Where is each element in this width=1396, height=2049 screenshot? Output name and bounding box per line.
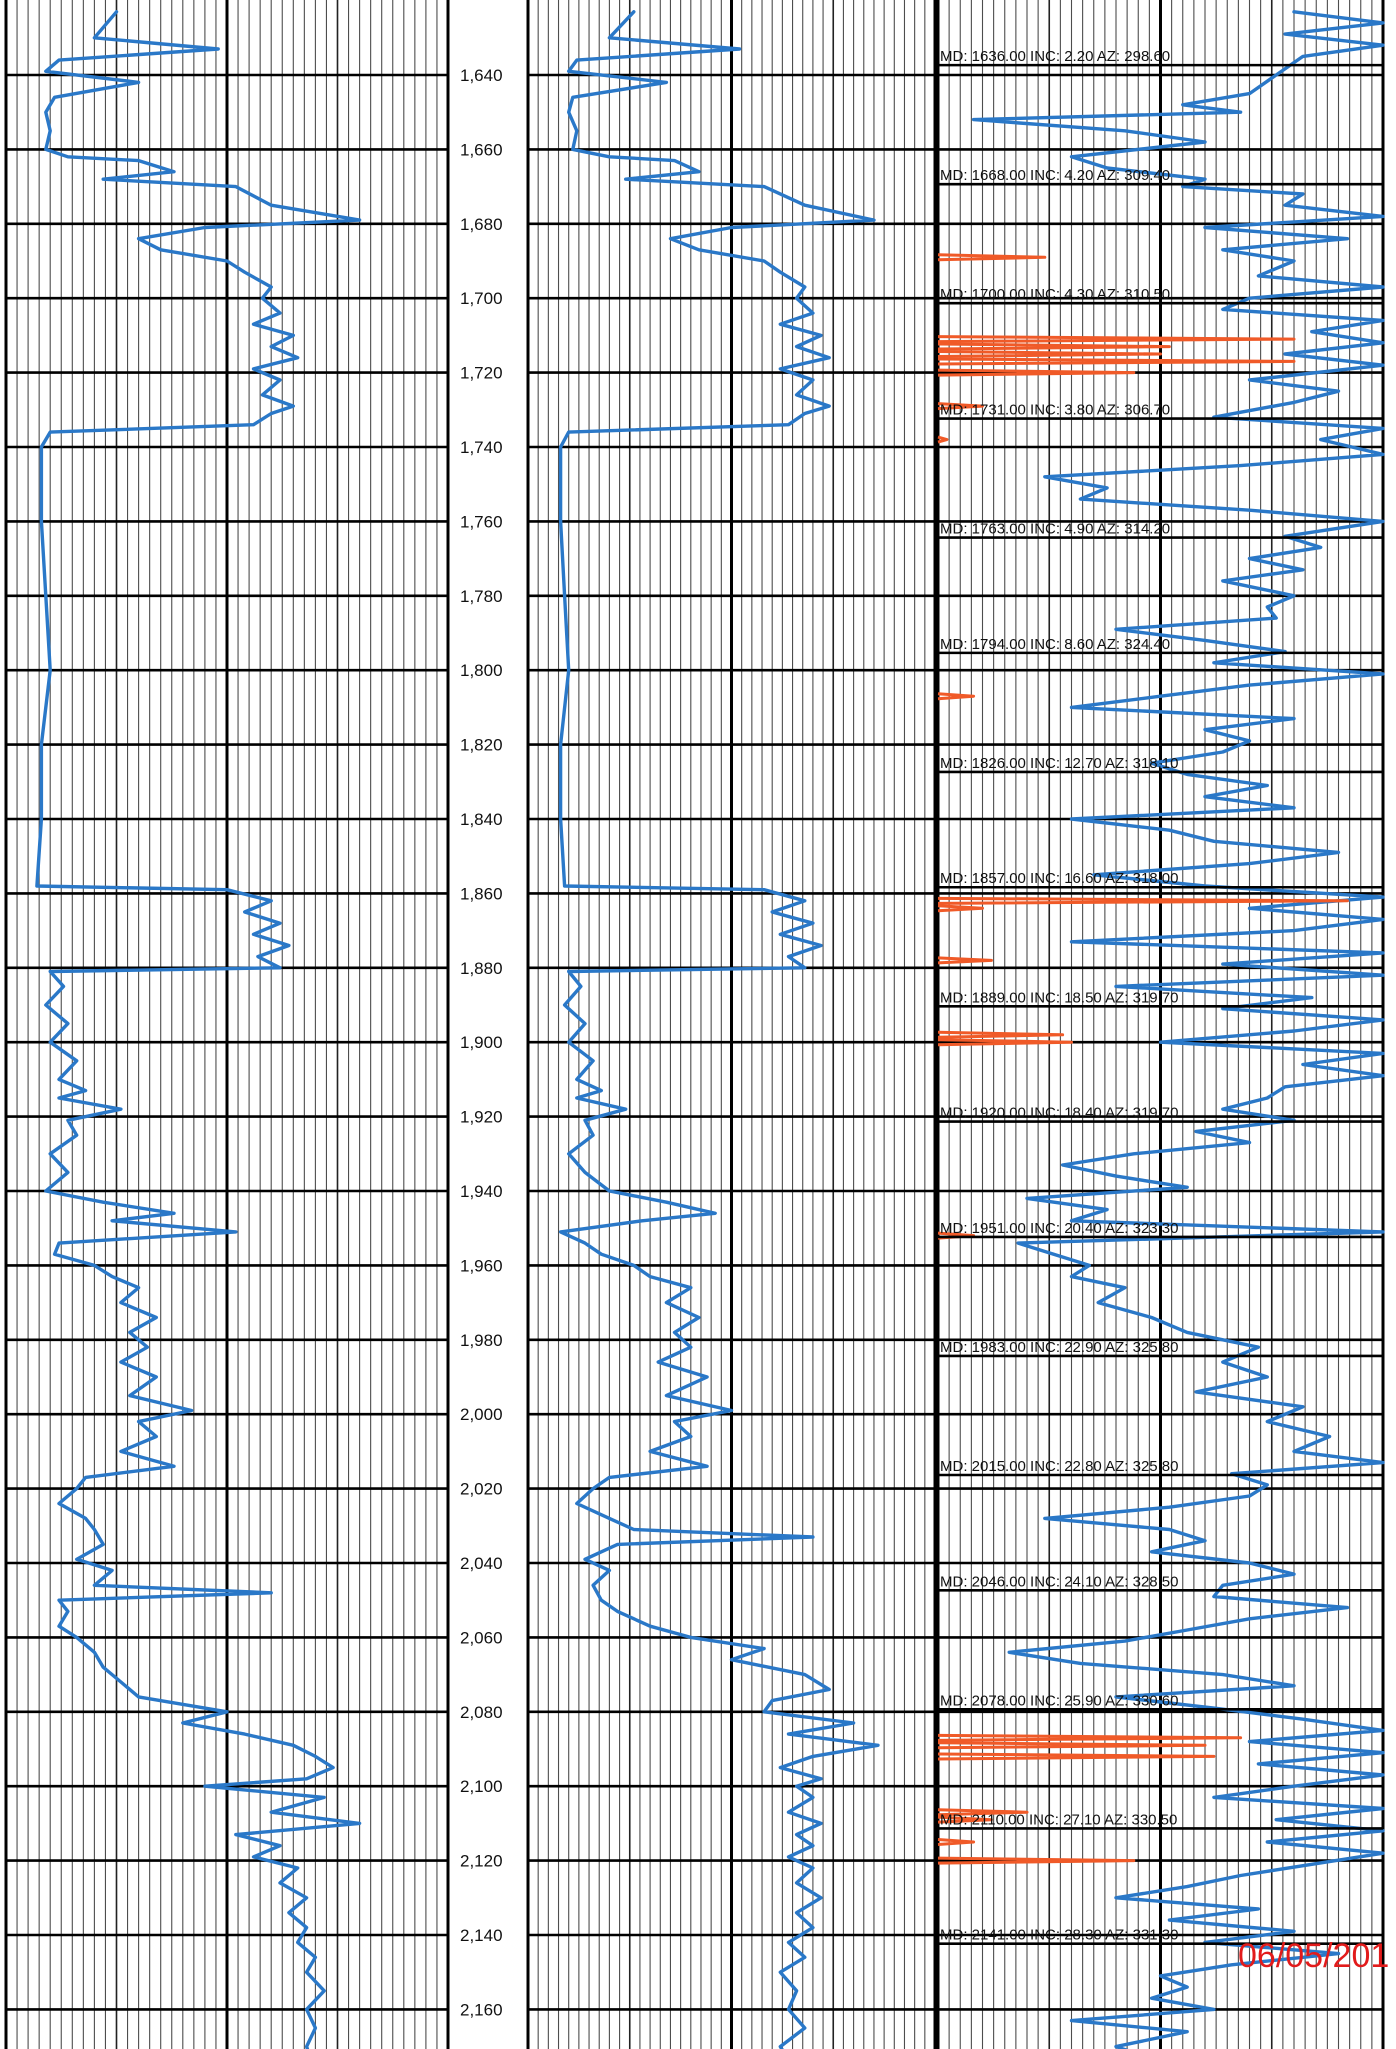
survey-annotation-label: MD: 1857.00 INC: 16.60 AZ: 318.00 [940, 870, 1178, 887]
depth-tick-label: 2,140 [460, 1926, 503, 1945]
depth-tick-label: 1,740 [460, 438, 503, 457]
secondary-curve-spike [937, 357, 1296, 366]
secondary-curve-spike [937, 1815, 993, 1824]
depth-tick-label: 1,820 [460, 736, 503, 755]
survey-annotation-label: MD: 1951.00 INC: 20.40 AZ: 323.30 [940, 1220, 1178, 1237]
depth-tick-label: 1,980 [460, 1331, 503, 1350]
depth-tick-label: 1,700 [460, 289, 503, 308]
depth-tick-label: 1,660 [460, 140, 503, 159]
secondary-curve-spike [937, 904, 984, 913]
secondary-curve-spike [937, 1752, 1216, 1761]
survey-annotation-label: MD: 2141.00 INC: 28.30 AZ: 331.30 [940, 1927, 1178, 1944]
survey-annotation-label: MD: 2078.00 INC: 25.90 AZ: 330.60 [940, 1692, 1178, 1709]
survey-annotation-label: MD: 2173.00 INC: 29.90 AZ: 333.70 [940, 2046, 1178, 2049]
depth-tick-label: 1,680 [460, 215, 503, 234]
date-stamp: 06/05/201 [1238, 1937, 1389, 1975]
survey-annotation-label: MD: 1700.00 INC: 4.30 AZ: 310.50 [940, 286, 1170, 303]
secondary-curve-spike [937, 342, 1171, 351]
depth-tick-label: 1,900 [460, 1033, 503, 1052]
secondary-curve-spike [937, 896, 1349, 905]
depth-tick-label: 1,960 [460, 1256, 503, 1275]
survey-annotation-label: MD: 1668.00 INC: 4.20 AZ: 309.40 [940, 167, 1170, 184]
secondary-curve-spike [937, 435, 949, 444]
survey-annotation-label: MD: 2110.00 INC: 27.10 AZ: 330.50 [940, 1811, 1177, 1828]
depth-tick-label: 2,080 [460, 1703, 503, 1722]
secondary-curve-spike [937, 1733, 1243, 1742]
survey-annotation-label: MD: 1794.00 INC: 8.60 AZ: 324.40 [940, 636, 1170, 653]
depth-tick-label: 1,880 [460, 959, 503, 978]
log-curve-track-1 [35, 10, 362, 2049]
survey-annotation-label: MD: 1983.00 INC: 22.90 AZ: 325.80 [940, 1339, 1178, 1356]
depth-tick-label: 2,120 [460, 1852, 503, 1871]
depth-tick-label: 2,100 [460, 1777, 503, 1796]
depth-tick-label: 1,920 [460, 1108, 503, 1127]
secondary-curve-spike [937, 253, 1047, 262]
depth-tick-label: 2,060 [460, 1628, 503, 1647]
secondary-curve-spike [937, 692, 976, 701]
depth-tick-label: 1,800 [460, 661, 503, 680]
depth-tick-label: 1,940 [460, 1182, 503, 1201]
survey-annotation-label: MD: 1763.00 INC: 4.90 AZ: 314.20 [940, 521, 1170, 538]
secondary-curve-spike [937, 1838, 976, 1846]
depth-tick-label: 1,780 [460, 587, 503, 606]
survey-annotation-label: MD: 1826.00 INC: 12.70 AZ: 318.10 [940, 755, 1178, 772]
depth-tick-label: 1,860 [460, 884, 503, 903]
secondary-curve-spike [937, 402, 984, 411]
secondary-curve-spike [937, 1856, 1136, 1865]
log-curve-track-2 [558, 10, 880, 2049]
depth-tick-label: 2,040 [460, 1554, 503, 1573]
secondary-curve-spike [937, 1030, 1065, 1039]
survey-annotation-label: MD: 1889.00 INC: 18.50 AZ: 319.70 [940, 989, 1178, 1006]
secondary-curve-spike [937, 1038, 1073, 1047]
depth-tick-label: 2,160 [460, 2000, 503, 2019]
grid [4, 0, 1385, 2049]
log-curve-track-3 [971, 10, 1385, 2049]
depth-tick-label: 1,640 [460, 66, 503, 85]
survey-annotation-label: MD: 1731.00 INC: 3.80 AZ: 306.70 [940, 402, 1170, 419]
curves [35, 10, 1385, 2049]
survey-annotation-label: MD: 2015.00 INC: 22.80 AZ: 325.80 [940, 1458, 1178, 1475]
depth-tick-label: 2,000 [460, 1405, 503, 1424]
secondary-curve-spike [937, 335, 1296, 344]
secondary-curve-spike [937, 1741, 1207, 1750]
depth-tick-label: 2,020 [460, 1480, 503, 1499]
survey-annotations: MD: 1636.00 INC: 2.20 AZ: 298.60 MD: 1668… [938, 48, 1383, 2049]
depth-tick-label: 1,760 [460, 512, 503, 531]
secondary-curve-spike [937, 956, 993, 965]
survey-annotation-label: MD: 2046.00 INC: 24.10 AZ: 328.50 [940, 1573, 1178, 1590]
secondary-curve-spike [937, 350, 1162, 358]
survey-annotation-label: MD: 1920.00 INC: 18.40 AZ: 319.70 [940, 1105, 1178, 1122]
secondary-curve-spike [937, 1808, 1029, 1817]
depth-tick-label: 1,720 [460, 364, 503, 383]
depth-axis: 1,640 1,660 1,680 1,700 1,720 1,740 1,760 1,780… [460, 66, 503, 2019]
secondary-curve-spike [937, 368, 1136, 377]
depth-tick-label: 1,840 [460, 810, 503, 829]
survey-annotation-label: MD: 1636.00 INC: 2.20 AZ: 298.60 [940, 48, 1170, 65]
